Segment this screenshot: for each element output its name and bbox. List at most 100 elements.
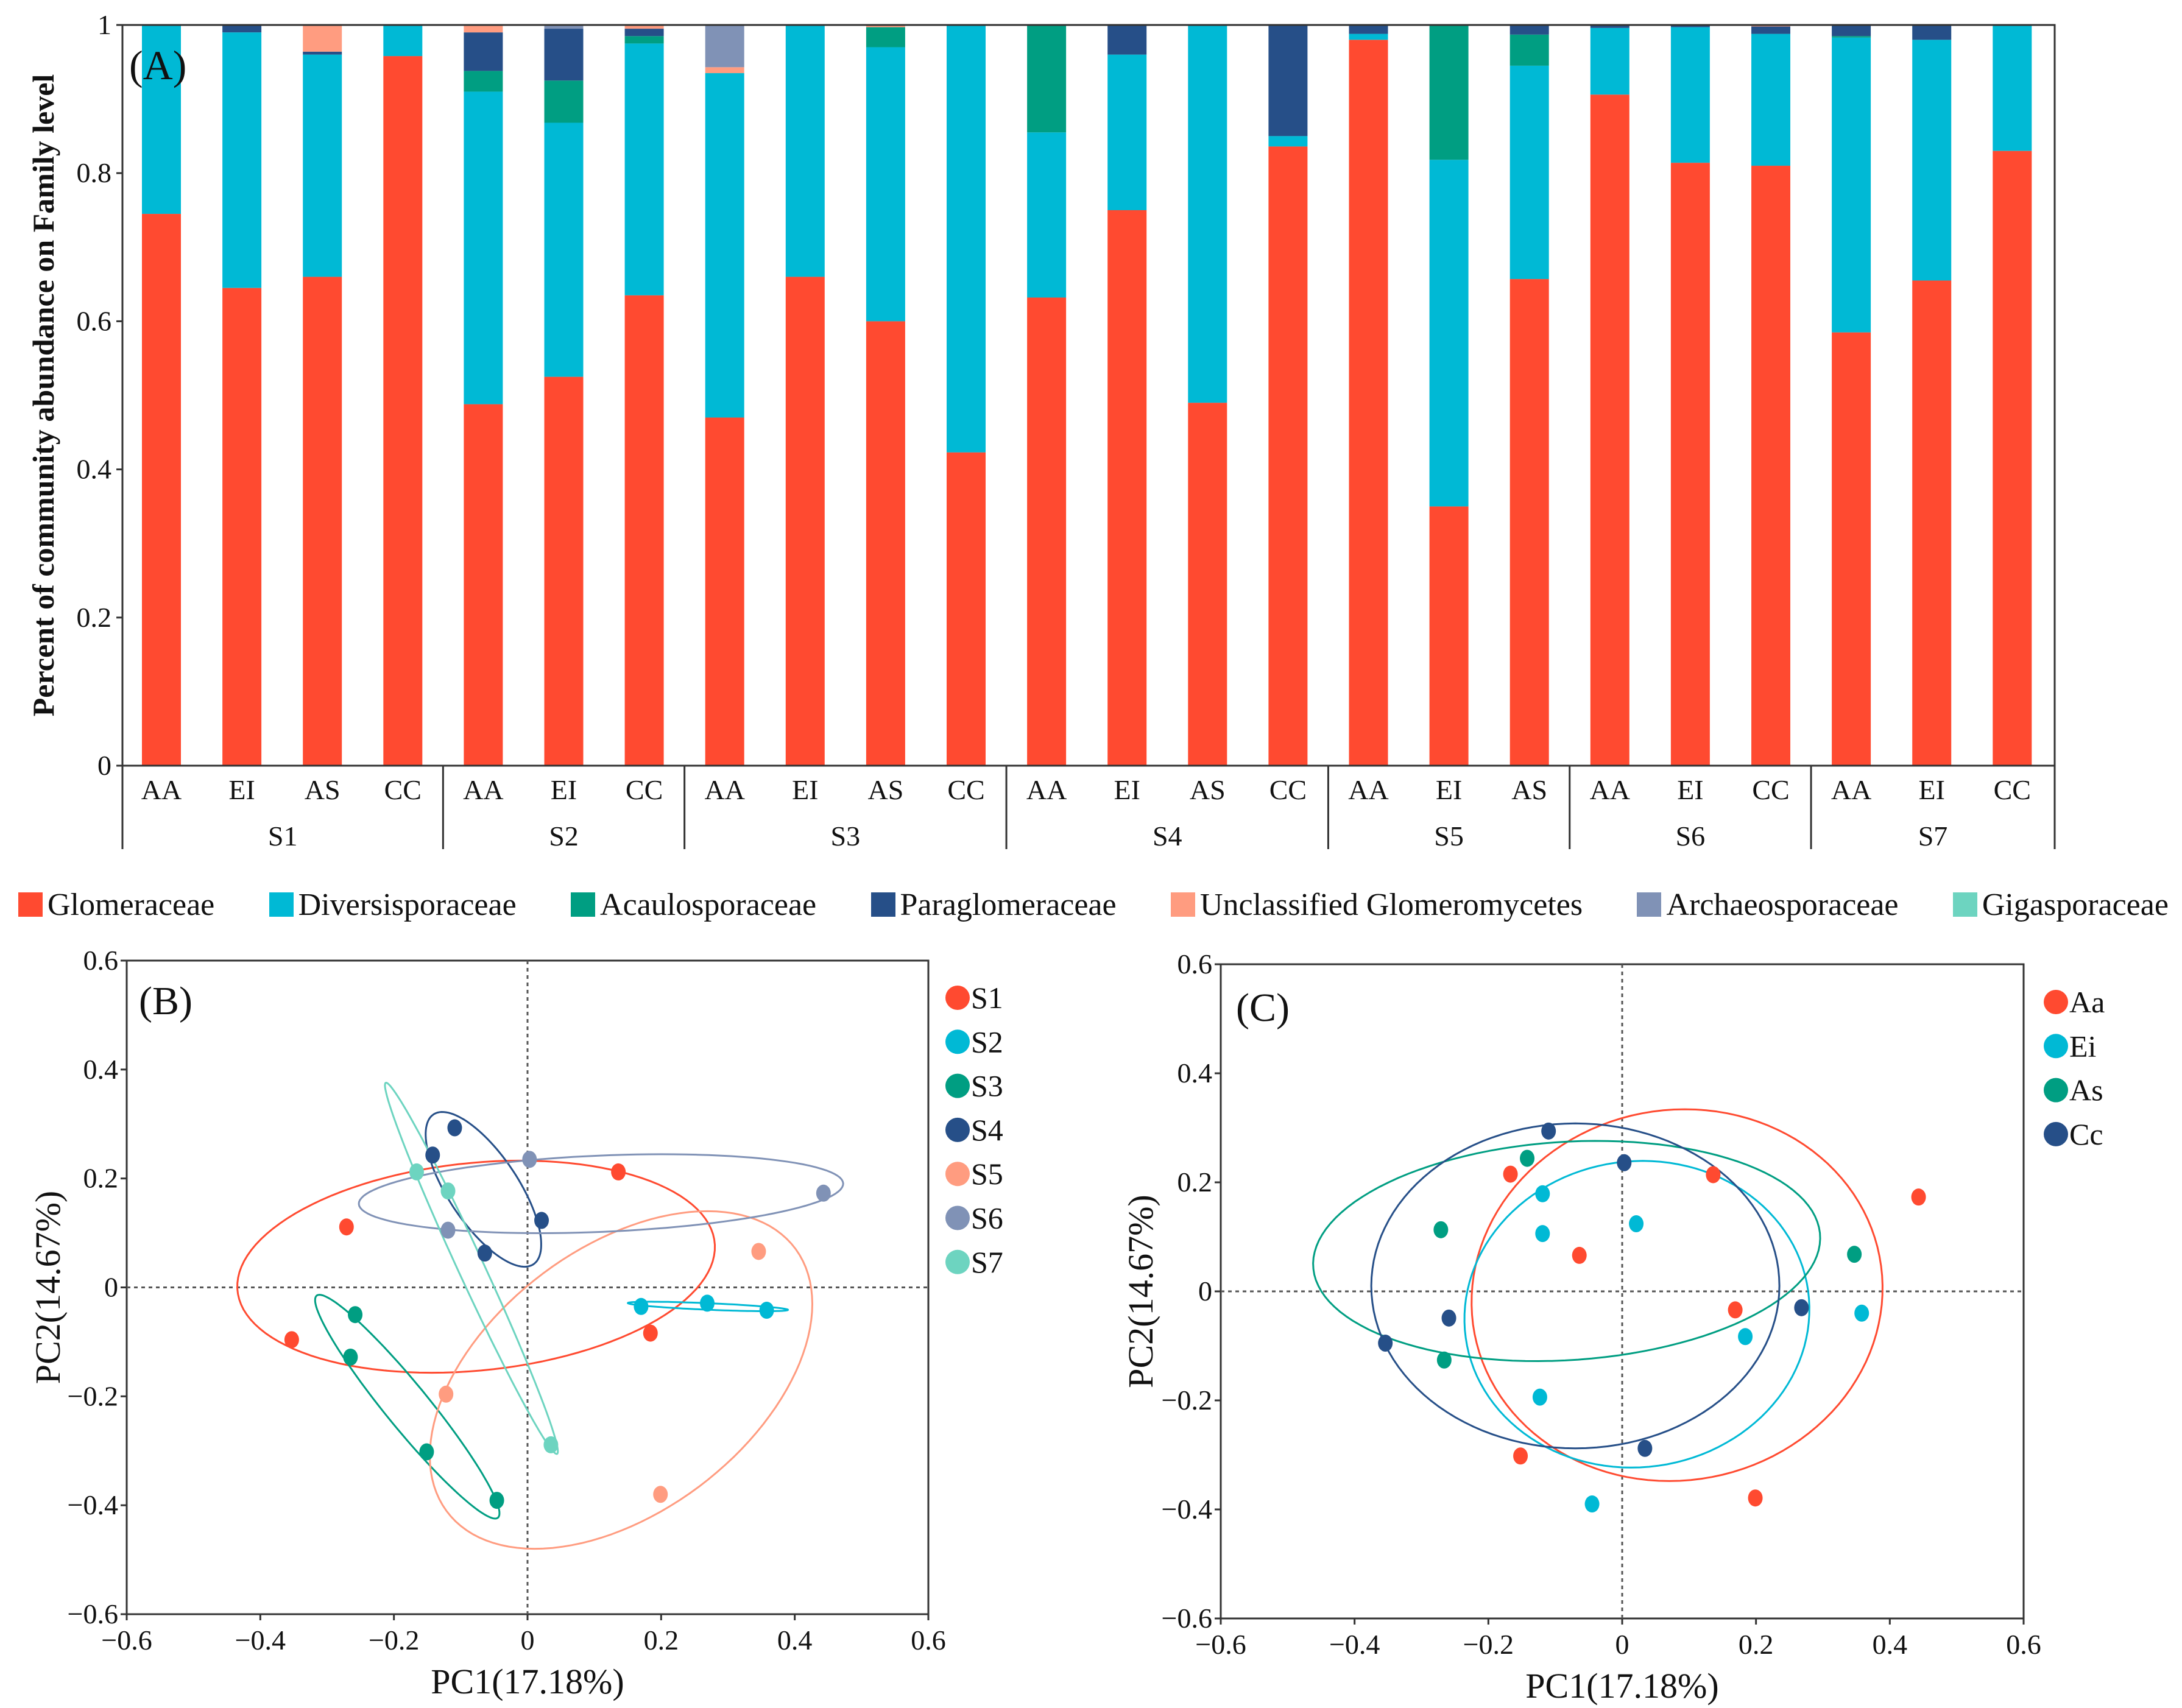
group-label: S1 [268, 820, 298, 852]
legend-label: S1 [971, 981, 1003, 1015]
data-point-s5 [439, 1385, 454, 1403]
bar-segment-glomeraceae [1670, 163, 1710, 766]
confidence-ellipse-aa [1471, 1108, 1884, 1482]
data-point-aa [1728, 1301, 1743, 1319]
bar-segment-glomeraceae [866, 321, 905, 766]
data-point-s7 [543, 1436, 559, 1453]
y-tick-label: 0 [104, 1272, 118, 1303]
bar-segment-diversisporaceae [1912, 40, 1952, 281]
legend-swatch [1637, 892, 1662, 917]
bar-segment-glomeraceae [947, 452, 986, 766]
legend-item: Acaulosporaceae [571, 887, 816, 923]
group-label: S5 [1434, 820, 1464, 852]
bar-segment-acaulosporaceae [1509, 34, 1549, 66]
bar-segment-paraglomeraceae [544, 29, 584, 81]
x-axis-label: PC1(17.18%) [1525, 1666, 1718, 1706]
data-point-ei [1532, 1388, 1547, 1406]
y-axis-label: PC2(14.67%) [1121, 1195, 1160, 1388]
y-tick-label: 0.8 [77, 157, 112, 188]
y-axis-label: PC2(14.67%) [28, 1191, 68, 1384]
legend-swatch [571, 892, 596, 917]
x-tick-label: CC [1269, 774, 1307, 805]
data-point-s1 [643, 1324, 658, 1342]
y-tick-label: 0.2 [1178, 1166, 1213, 1198]
legend-label: As [2069, 1073, 2103, 1107]
bar-segment-paraglomeraceae [624, 29, 664, 37]
bar-segment-glomeraceae [1349, 40, 1388, 766]
bar-segment-paraglomeraceae [1107, 25, 1147, 55]
bar-segment-acaulosporaceae [1027, 25, 1067, 133]
data-point-ei [1738, 1328, 1753, 1346]
bar-segment-unclassified-glomeromycetes [866, 25, 905, 27]
x-tick-label: CC [947, 774, 984, 805]
confidence-ellipse-ei [1463, 1160, 1810, 1469]
x-tick-label: CC [384, 774, 422, 805]
bar-segment-paraglomeraceae [1590, 25, 1629, 28]
legend-marker [945, 1029, 970, 1054]
bar-segment-acaulosporaceae [1832, 36, 1871, 38]
data-point-ei [1535, 1225, 1550, 1243]
data-point-as [1520, 1149, 1535, 1167]
panel-c-pcoa-plot: −0.6−0.6 −0.4 −0.4 −0.2 −0.2 0 0 0.2 0.2 0.4 0.4 0.… [1121, 948, 2105, 1706]
legend-marker [2044, 1121, 2068, 1146]
bar-segment-paraglomeraceae [222, 25, 262, 33]
data-point-s7 [409, 1163, 424, 1180]
x-tick-label: EI [1918, 774, 1944, 805]
x-tick-label: −0.6 [1195, 1629, 1246, 1660]
data-point-s2 [634, 1297, 649, 1315]
x-tick-label: 0.6 [911, 1625, 946, 1656]
data-point-ei [1535, 1185, 1550, 1202]
confidence-ellipse-s7 [384, 1081, 559, 1455]
group-label: S3 [831, 820, 861, 852]
data-point-s1 [339, 1218, 354, 1236]
data-point-s6 [522, 1151, 537, 1168]
data-point-cc [1378, 1335, 1393, 1352]
bar-segment-diversisporaceae [142, 25, 181, 214]
panel-b-pcoa-plot: −0.6−0.6 −0.4 −0.4 −0.2 −0.2 0 0 0.2 0.2 0.4 0.4 0.… [28, 945, 1003, 1701]
legend-marker [2044, 990, 2068, 1014]
bar-segment-diversisporaceae [1832, 37, 1871, 333]
x-tick-label: AA [704, 774, 744, 805]
bar-segment-diversisporaceae [1349, 34, 1388, 40]
bar-segment-paraglomeraceae [1268, 25, 1308, 136]
bar-segment-glomeraceae [303, 277, 342, 766]
bar-segment-glomeraceae [624, 295, 664, 766]
data-point-s5 [653, 1486, 668, 1503]
x-tick-label: AA [1831, 774, 1871, 805]
bar-segment-glomeraceae [222, 288, 262, 766]
bar-segment-diversisporaceae [1188, 25, 1227, 403]
group-label: S2 [549, 820, 579, 852]
x-tick-label: 0.2 [644, 1625, 679, 1656]
x-tick-label: −0.4 [235, 1625, 286, 1656]
x-tick-label: CC [1752, 774, 1789, 805]
data-point-ei [1854, 1304, 1870, 1322]
x-tick-label: AS [305, 774, 341, 805]
x-tick-label: −0.4 [1329, 1629, 1380, 1660]
y-tick-label: −0.6 [68, 1598, 118, 1629]
bar-segment-diversisporaceae [866, 47, 905, 322]
legend-label: S6 [971, 1201, 1003, 1235]
y-tick-label: 0.2 [77, 602, 112, 633]
legend-label: Cc [2069, 1117, 2103, 1151]
bar-segment-paraglomeraceae [303, 51, 342, 55]
data-point-ei [1584, 1495, 1600, 1513]
legend-label: S3 [971, 1069, 1003, 1103]
bar-segment-diversisporaceae [464, 91, 503, 404]
confidence-ellipse-s6 [358, 1153, 844, 1235]
bar-segment-unclassified-glomeromycetes [705, 67, 744, 74]
x-tick-label: EI [792, 774, 818, 805]
legend-label: Glomeraceae [48, 887, 215, 922]
legend-marker [945, 986, 970, 1010]
y-tick-label: 0.4 [77, 454, 112, 485]
bar-segment-paraglomeraceae [1349, 25, 1388, 34]
group-label: S4 [1153, 820, 1182, 852]
bar-segment-glomeraceae [544, 376, 584, 766]
bar-segment-unclassified-glomeromycetes [303, 25, 342, 52]
bar-segment-glomeraceae [1832, 332, 1871, 766]
legend-item: Gigasporaceae [1952, 887, 2169, 923]
x-tick-label: 0.2 [1739, 1629, 1774, 1660]
legend-swatch [1170, 892, 1195, 917]
data-point-cc [1541, 1122, 1556, 1140]
bar-segment-paraglomeraceae [464, 32, 503, 71]
